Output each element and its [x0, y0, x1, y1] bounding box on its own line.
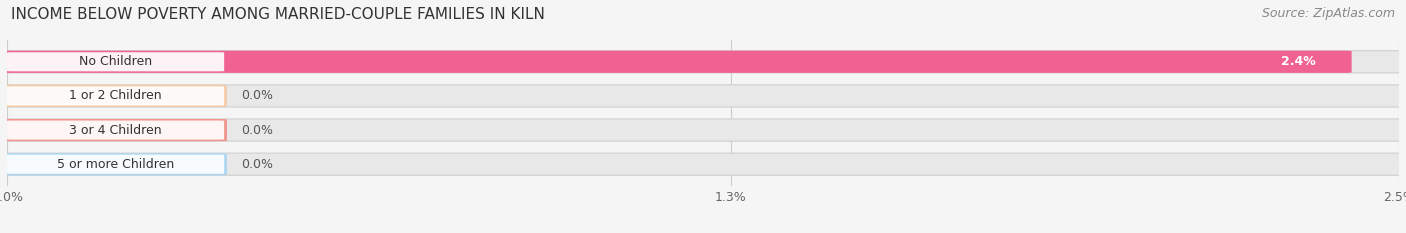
- Text: INCOME BELOW POVERTY AMONG MARRIED-COUPLE FAMILIES IN KILN: INCOME BELOW POVERTY AMONG MARRIED-COUPL…: [11, 7, 546, 22]
- FancyBboxPatch shape: [7, 155, 224, 174]
- FancyBboxPatch shape: [0, 85, 226, 107]
- FancyBboxPatch shape: [7, 52, 224, 71]
- Text: No Children: No Children: [79, 55, 152, 68]
- Text: 3 or 4 Children: 3 or 4 Children: [69, 123, 162, 137]
- FancyBboxPatch shape: [7, 86, 224, 106]
- FancyBboxPatch shape: [0, 153, 226, 175]
- Text: 0.0%: 0.0%: [240, 89, 273, 103]
- Text: 5 or more Children: 5 or more Children: [58, 158, 174, 171]
- FancyBboxPatch shape: [7, 120, 224, 140]
- Text: 2.4%: 2.4%: [1281, 55, 1316, 68]
- FancyBboxPatch shape: [0, 51, 1351, 73]
- FancyBboxPatch shape: [0, 85, 1406, 107]
- Text: 1 or 2 Children: 1 or 2 Children: [69, 89, 162, 103]
- Text: 0.0%: 0.0%: [240, 158, 273, 171]
- FancyBboxPatch shape: [0, 119, 226, 141]
- FancyBboxPatch shape: [0, 153, 1406, 175]
- FancyBboxPatch shape: [0, 51, 1406, 73]
- Text: Source: ZipAtlas.com: Source: ZipAtlas.com: [1261, 7, 1395, 20]
- Text: 0.0%: 0.0%: [240, 123, 273, 137]
- FancyBboxPatch shape: [0, 119, 1406, 141]
